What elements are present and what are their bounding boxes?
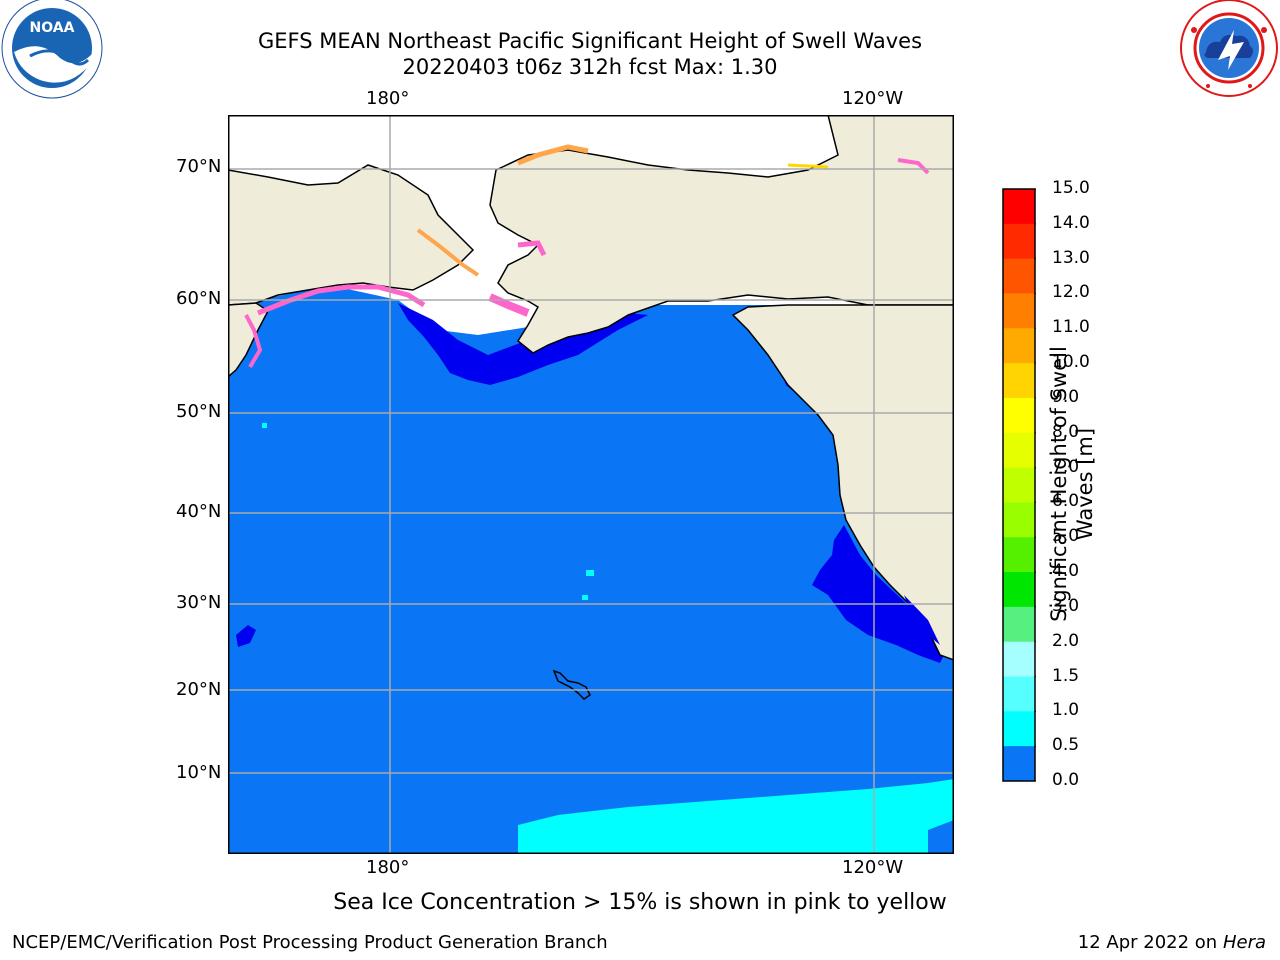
lat-label-60n: 60°N — [176, 288, 222, 309]
colorbar-segment — [1003, 363, 1035, 399]
colorbar-tick-label: 12.0 — [1052, 282, 1090, 303]
colorbar-frame — [1002, 188, 1036, 782]
colorbar-segment — [1003, 676, 1035, 712]
colorbar-tick-label: 11.0 — [1052, 317, 1090, 338]
land-siberia — [228, 164, 475, 306]
colorbar-tick-label: 15.0 — [1052, 178, 1090, 198]
colorbar-segment — [1003, 328, 1035, 364]
colorbar-title-line2: Waves [m] — [1073, 427, 1097, 541]
colorbar-segment — [1003, 467, 1035, 503]
date-machine: Hera — [1222, 932, 1266, 953]
colorbar-segment — [1003, 572, 1035, 608]
colorbar-segment — [1003, 502, 1035, 538]
colorbar-segment — [1003, 258, 1035, 294]
credit-text: NCEP/EMC/Verification Post Processing Pr… — [12, 932, 608, 953]
map-canvas — [228, 115, 954, 854]
lat-label-20n: 20°N — [176, 679, 222, 700]
colorbar-segment — [1003, 641, 1035, 678]
colorbar-segment — [1003, 189, 1035, 225]
date-prefix: 12 Apr 2022 on — [1077, 932, 1223, 953]
colorbar-segment — [1003, 537, 1035, 573]
colorbar-tick-label: 0.5 — [1052, 735, 1080, 756]
colorbar-tick-label: 1.5 — [1052, 665, 1080, 686]
colorbar-tick-label: 14.0 — [1052, 212, 1090, 233]
map-subtitle: 20220403 t06z 312h fcst Max: 1.30 — [402, 55, 778, 79]
colorbar-segment — [1003, 397, 1035, 434]
nws-logo — [1180, 0, 1278, 97]
colorbar-tick-label: 1.0 — [1052, 700, 1080, 721]
svg-text:NOAA: NOAA — [30, 20, 75, 36]
map-title: GEFS MEAN Northeast Pacific Significant … — [257, 29, 923, 53]
colorbar-tick-label: 10.0 — [1052, 352, 1090, 373]
colorbar — [1002, 188, 1036, 782]
mid-swell-band — [518, 779, 954, 854]
land-hawaii — [552, 669, 591, 700]
lon-label-top-120w: 120°W — [842, 88, 904, 109]
lat-label-30n: 30°N — [176, 592, 222, 613]
lat-label-70n: 70°N — [176, 156, 222, 177]
lat-label-50n: 50°N — [176, 401, 222, 422]
colorbar-tick-label: 7.0 — [1052, 456, 1080, 477]
colorbar-tick-label: 5.0 — [1052, 526, 1080, 547]
colorbar-segment — [1003, 432, 1035, 469]
colorbar-tick-label: 3.0 — [1052, 595, 1080, 616]
graticule — [228, 115, 954, 854]
colorbar-segment — [1003, 223, 1035, 260]
lon-label-bottom-180: 180° — [366, 857, 410, 878]
colorbar-title-line1: Significant Height of Swell — [1047, 346, 1071, 622]
sea-ice-note: Sea Ice Concentration > 15% is shown in … — [333, 890, 947, 915]
land-alaska — [489, 115, 954, 354]
map-frame — [228, 115, 954, 854]
colorbar-tick-label: 9.0 — [1052, 386, 1080, 407]
colorbar-tick-label: 0.0 — [1052, 770, 1080, 790]
colorbar-segment — [1003, 606, 1035, 643]
colorbar-segment — [1003, 746, 1035, 782]
colorbar-segment — [1003, 293, 1035, 329]
date-text: 12 Apr 2022 on Hera — [1078, 932, 1266, 953]
colorbar-tick-label: 13.0 — [1052, 247, 1090, 268]
low-swell-baja — [812, 525, 944, 663]
colorbar-title: Significant Height of Swell Waves [m] — [1046, 334, 1098, 634]
lon-label-top-180: 180° — [366, 88, 410, 109]
colorbar-segment — [1003, 711, 1035, 747]
lat-label-40n: 40°N — [176, 501, 222, 522]
colorbar-tick-label: 6.0 — [1052, 491, 1080, 512]
colorbar-tick-label: 2.0 — [1052, 630, 1080, 651]
lon-label-bottom-120w: 120°W — [842, 857, 904, 878]
lat-label-10n: 10°N — [176, 762, 222, 783]
colorbar-tick-label: 4.0 — [1052, 561, 1080, 582]
colorbar-tick-label: 8.0 — [1052, 421, 1080, 442]
noaa-logo: NOAA — [1, 0, 103, 99]
